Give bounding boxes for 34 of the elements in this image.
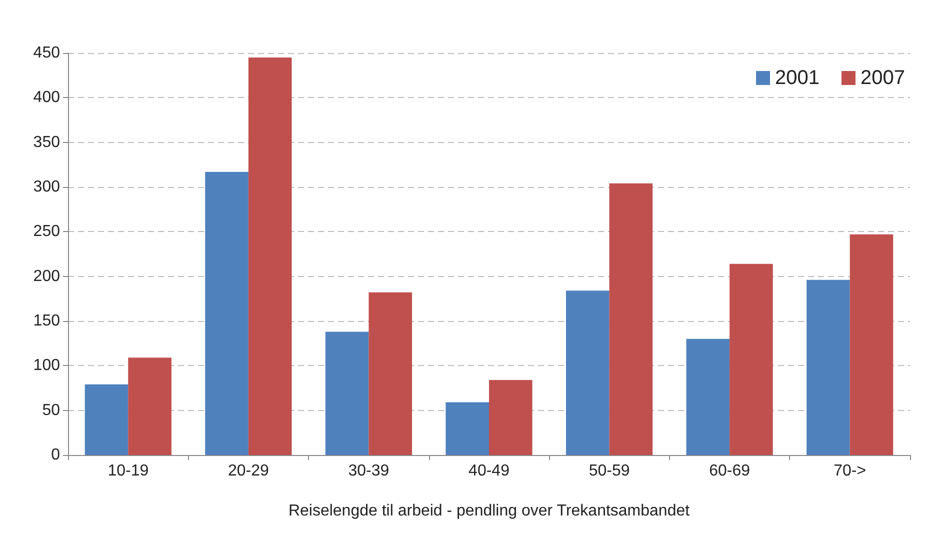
y-tick-label: 350	[33, 134, 60, 151]
y-tick-label: 100	[33, 357, 60, 374]
bar	[566, 290, 610, 455]
y-tick-label: 250	[33, 223, 60, 240]
bar	[489, 380, 532, 455]
legend-label: 2007	[860, 67, 906, 89]
x-tick-label: 50-59	[588, 462, 630, 480]
y-tick-label: 450	[33, 44, 60, 62]
y-tick-label: 150	[33, 312, 60, 330]
bar	[325, 332, 369, 455]
legend-label: 2001	[775, 67, 820, 89]
bar	[128, 358, 172, 455]
y-tick-label: 200	[33, 268, 60, 285]
bar	[850, 234, 894, 455]
x-tick-label: 20-29	[228, 462, 269, 480]
bar	[609, 183, 653, 455]
x-tick-label: 30-39	[348, 462, 390, 480]
bar	[368, 292, 412, 455]
bar	[248, 57, 292, 455]
bar	[806, 280, 850, 455]
bar	[205, 172, 248, 455]
x-tick-label: 60-69	[709, 462, 750, 480]
y-tick-label: 300	[33, 178, 60, 196]
x-axis-title: Reiselengde til arbeid - pendling over Trekantsambandet	[288, 502, 690, 520]
y-tick-label: 50	[42, 402, 60, 419]
x-tick-label: 70->	[834, 462, 866, 480]
x-tick-label: 10-19	[108, 462, 149, 480]
y-tick-label: 400	[33, 89, 60, 106]
x-tick-label: 40-49	[468, 462, 510, 480]
y-tick-label: 0	[51, 446, 60, 464]
bar	[446, 402, 489, 455]
bar	[730, 264, 773, 455]
bar	[686, 338, 730, 455]
bar	[84, 384, 128, 455]
